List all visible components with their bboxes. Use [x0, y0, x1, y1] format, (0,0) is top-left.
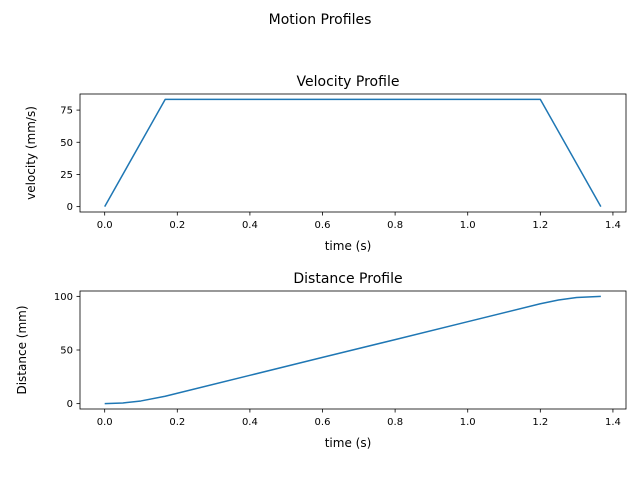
distance-ytick-label: 100 — [54, 292, 73, 303]
velocity-ytick-label: 75 — [60, 106, 73, 117]
distance-subplot: Distance Profile time (s) Distance (mm) … — [15, 271, 627, 450]
velocity-series-line — [104, 98, 602, 207]
velocity-xtick-label: 0.8 — [387, 220, 403, 231]
velocity-xtick-label: 0.4 — [242, 220, 258, 231]
velocity-ytick-label: 0 — [67, 202, 73, 213]
velocity-xtick-label: 1.4 — [605, 220, 621, 231]
distance-xtick-label: 0.4 — [242, 417, 258, 428]
velocity-ytick-label: 50 — [60, 138, 73, 149]
velocity-ytick-label: 25 — [60, 170, 73, 181]
distance-xtick-label: 1.4 — [605, 417, 621, 428]
distance-ytick-label: 0 — [67, 399, 73, 410]
distance-ytick-label: 50 — [60, 346, 73, 357]
velocity-chart-title: Velocity Profile — [297, 74, 400, 90]
figure-suptitle: Motion Profiles — [269, 12, 372, 28]
velocity-xtick-label: 0.2 — [169, 220, 185, 231]
velocity-axes-frame — [79, 93, 627, 213]
velocity-subplot: Velocity Profile time (s) velocity (mm/s… — [24, 74, 627, 253]
velocity-xtick-label: 0.6 — [315, 220, 331, 231]
distance-xlabel: time (s) — [325, 436, 372, 450]
distance-series-line — [104, 295, 601, 405]
distance-xtick-label: 1.0 — [460, 417, 476, 428]
distance-ylabel: Distance (mm) — [15, 305, 29, 394]
distance-xtick-label: 0.2 — [169, 417, 185, 428]
velocity-ylabel: velocity (mm/s) — [24, 106, 38, 200]
velocity-xtick-label: 1.0 — [460, 220, 476, 231]
velocity-xtick-label: 1.2 — [532, 220, 548, 231]
distance-xtick-label: 0.8 — [387, 417, 403, 428]
distance-xtick-label: 1.2 — [532, 417, 548, 428]
distance-chart-title: Distance Profile — [293, 271, 402, 287]
distance-xtick-label: 0.6 — [315, 417, 331, 428]
distance-xtick-label: 0.0 — [97, 417, 113, 428]
velocity-xlabel: time (s) — [325, 239, 372, 253]
velocity-xtick-label: 0.0 — [97, 220, 113, 231]
